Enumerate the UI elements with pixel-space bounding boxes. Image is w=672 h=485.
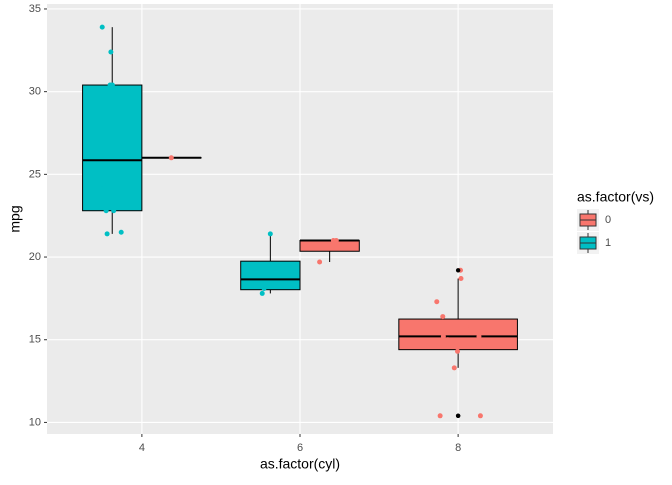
y-tick-label: 10	[29, 416, 41, 428]
x-axis-title: as.factor(cyl)	[260, 456, 340, 472]
outlier	[456, 414, 460, 418]
point	[260, 291, 265, 296]
legend-label: 0	[605, 214, 611, 226]
x-tick-label: 8	[455, 442, 461, 454]
point	[111, 208, 116, 213]
point	[272, 268, 277, 273]
y-tick-label: 25	[29, 168, 41, 180]
y-tick-label: 15	[29, 334, 41, 346]
legend-label: 1	[605, 237, 611, 249]
point	[476, 334, 481, 339]
box	[83, 85, 142, 211]
y-tick-label: 35	[29, 3, 41, 15]
point	[455, 349, 460, 354]
point	[101, 182, 106, 187]
y-tick-label: 30	[29, 86, 41, 98]
point	[452, 365, 457, 370]
point	[262, 286, 267, 291]
legend-title: as.factor(vs)	[577, 189, 654, 205]
point	[445, 337, 450, 342]
point	[112, 134, 117, 139]
box	[300, 241, 359, 252]
y-axis-title: mpg	[7, 205, 23, 232]
x-tick-label: 4	[139, 442, 145, 454]
point	[105, 231, 110, 236]
x-tick-label: 6	[297, 442, 303, 454]
y-tick-label: 20	[29, 251, 41, 263]
box	[399, 319, 518, 350]
point	[100, 25, 105, 30]
point	[453, 342, 458, 347]
point	[104, 208, 109, 213]
point	[108, 83, 113, 88]
point	[438, 413, 443, 418]
outlier	[456, 268, 460, 272]
point	[331, 238, 336, 243]
point	[458, 276, 463, 281]
box	[241, 261, 300, 290]
point	[440, 314, 445, 319]
point	[477, 329, 482, 334]
point	[169, 155, 174, 160]
point	[268, 231, 273, 236]
point	[119, 230, 124, 235]
point	[108, 49, 113, 54]
point	[441, 334, 446, 339]
point	[478, 413, 483, 418]
point	[434, 299, 439, 304]
point	[464, 324, 469, 329]
point	[317, 260, 322, 265]
